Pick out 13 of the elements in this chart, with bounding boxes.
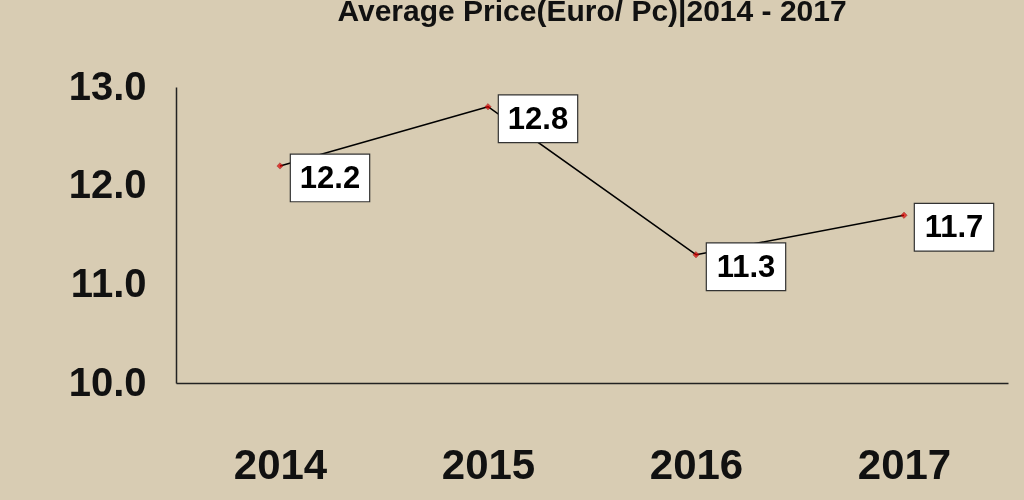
data-label: 12.2 [299, 159, 361, 195]
x-tick-label: 2015 [441, 440, 536, 488]
y-tick-label: 11.0 [70, 260, 147, 305]
y-tick-label: 13.0 [68, 63, 147, 108]
x-tick-label: 2016 [649, 440, 744, 488]
y-tick-label: 10.0 [68, 359, 147, 404]
chart-title: Average Price(Euro/ Pc)|2014 - 2017 [337, 0, 847, 27]
x-tick-label: 2014 [233, 440, 328, 488]
y-tick-label: 12.0 [68, 162, 147, 207]
data-label: 11.7 [924, 209, 984, 245]
data-label: 11.3 [716, 248, 776, 284]
data-label: 12.8 [507, 100, 569, 136]
x-tick-label: 2017 [857, 440, 952, 488]
